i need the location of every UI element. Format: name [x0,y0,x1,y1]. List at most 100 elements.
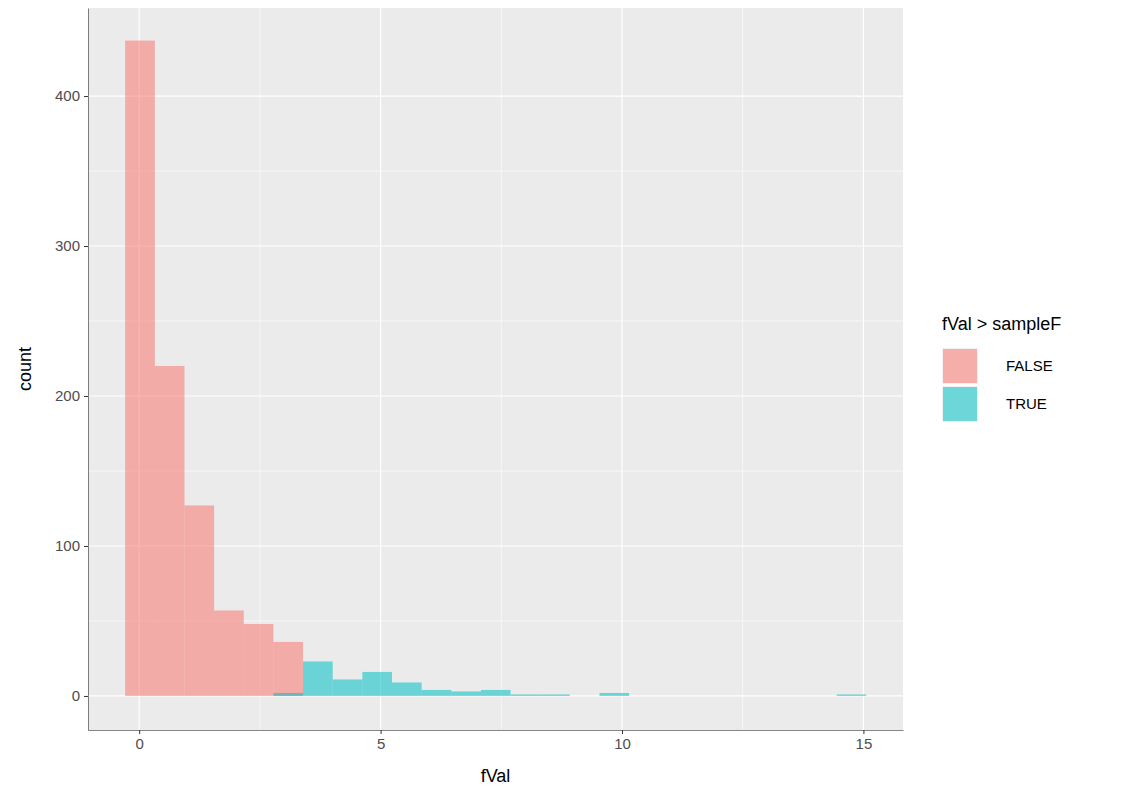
tick-mark [622,730,623,734]
grid-line [621,8,622,730]
panel-background [88,8,903,730]
axis-line [89,730,904,731]
tick-label: 200 [55,387,80,404]
histogram-bar [540,694,570,695]
histogram-bar [688,695,718,696]
tick: 300 [55,237,88,254]
y-axis: 0 100 200 300 400 [55,9,89,731]
histogram-bar [511,694,541,695]
grid-line-minor [259,8,260,730]
histogram-bar [155,695,185,696]
histogram-bar [599,693,629,696]
histogram-bar [422,690,452,696]
tick-label: 300 [55,237,80,254]
tick-label: 100 [55,537,80,554]
tick-label: 0 [72,687,80,704]
histogram-bar [748,695,778,696]
histogram-bar [659,695,689,696]
histogram-bar [155,366,185,696]
tick: 100 [55,537,88,554]
tick-label: 15 [856,735,873,752]
series-1 [273,661,866,695]
histogram-bar [807,695,837,696]
series-0 [125,41,303,696]
tick: 0 [72,687,88,704]
tick: 10 [614,730,631,752]
histogram-bar [570,695,600,696]
legend-label: TRUE [1006,395,1047,412]
x-axis-title: fVal [481,766,511,786]
x-axis: 0 5 10 15 [89,730,904,752]
histogram-bar [214,610,244,695]
tick: 200 [55,387,88,404]
legend-key [943,387,977,421]
tick-mark [139,730,140,734]
grid-line [380,8,381,730]
grid [88,8,903,730]
histogram-bar [718,695,748,696]
histogram-bar [362,672,392,696]
histogram-bar [244,695,274,696]
histogram-bar [807,695,837,696]
histogram-bar [718,695,748,696]
histogram-bar [451,691,481,695]
grid-line-minor [88,171,903,172]
histogram-bar [214,695,244,696]
tick-label: 5 [377,735,385,752]
histogram-bar [748,695,778,696]
axis-line [88,9,89,731]
grid-line [88,245,903,246]
grid-line [863,8,864,730]
legend-key-background [942,348,978,384]
tick-mark [863,730,864,734]
histogram-bar [244,624,274,696]
histogram-bar [629,695,659,696]
legend-key [943,349,977,383]
histogram-bar [777,695,807,696]
grid-line-minor [88,321,903,322]
grid-line [88,395,903,396]
histogram-bar [392,682,422,695]
grid-line [88,95,903,96]
grid-line-minor [501,8,502,730]
tick: 0 [136,730,144,752]
histogram-bar [184,695,214,696]
histogram-bar [570,695,600,696]
tick: 15 [856,730,873,752]
tick-label: 400 [55,87,80,104]
y-axis-title: count [15,347,35,391]
legend: fVal > sampleF FALSE TRUE [942,314,1061,422]
histogram-bar [481,690,511,696]
histogram-bar [540,695,570,696]
grid-line-minor [88,470,903,471]
tick-label: 0 [136,735,144,752]
tick-mark [381,730,382,734]
grid-line-minor [742,8,743,730]
histogram-bar [303,661,333,695]
histogram-bar [125,695,155,696]
histogram-bar [837,694,867,695]
legend-key-background [942,386,978,422]
histogram-bar [333,679,363,695]
histogram-bar [777,695,807,696]
tick: 400 [55,87,88,104]
tick-mark [84,696,88,697]
histogram-bar [125,41,155,696]
legend-title: fVal > sampleF [942,314,1061,334]
histogram-bar [511,695,541,696]
tick-mark [84,396,88,397]
histogram-bar [659,695,689,696]
histogram-bar [629,695,659,696]
bars [125,41,866,696]
tick-mark [84,246,88,247]
histogram-bar [184,505,214,695]
tick-label: 10 [614,735,631,752]
legend-label: FALSE [1006,357,1053,374]
histogram-bar [273,642,303,696]
histogram-bar [273,693,303,696]
histogram-bar [837,695,867,696]
tick-mark [84,96,88,97]
histogram-bar [688,695,718,696]
tick-mark [84,546,88,547]
tick: 5 [377,730,385,752]
